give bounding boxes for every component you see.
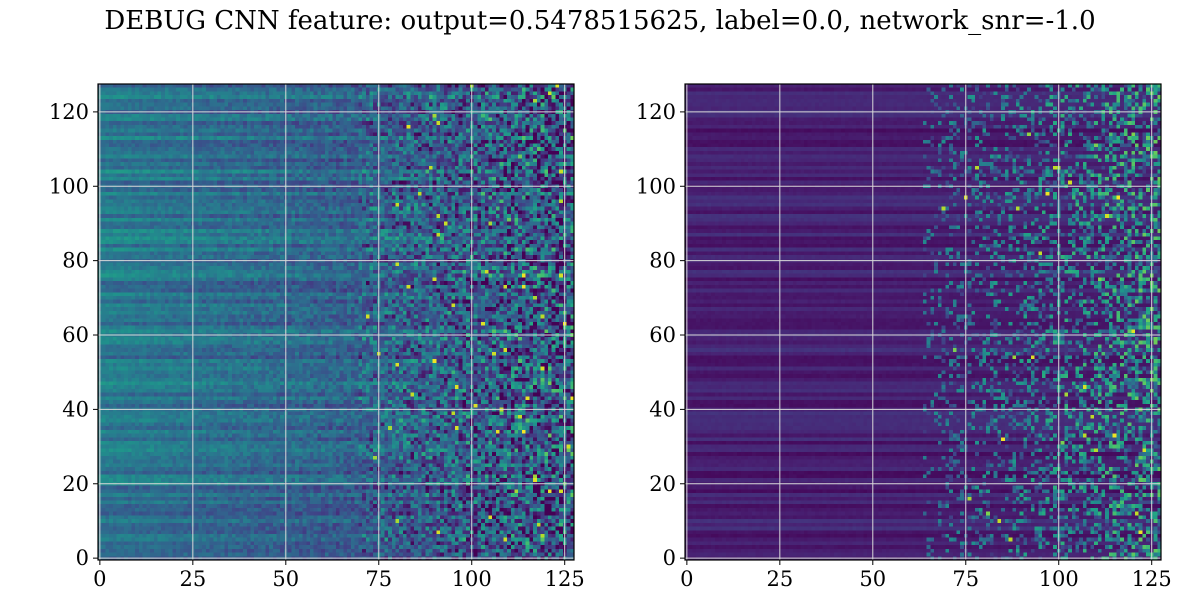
y-tick-label: 40 xyxy=(62,397,89,421)
x-tick-label: 25 xyxy=(179,567,206,591)
x-tick-label: 50 xyxy=(859,567,886,591)
y-tick-label: 100 xyxy=(636,174,676,198)
x-tick-label: 75 xyxy=(952,567,979,591)
x-tick-label: 125 xyxy=(545,567,585,591)
heatmap-cells xyxy=(98,84,575,561)
heatmap-cells xyxy=(685,84,1162,561)
y-tick-label: 0 xyxy=(663,546,676,570)
x-tick-label: 100 xyxy=(1039,567,1079,591)
y-tick-label: 0 xyxy=(76,546,89,570)
y-tick-label: 60 xyxy=(649,323,676,347)
x-tick-label: 0 xyxy=(93,567,106,591)
axes-frame xyxy=(97,83,575,561)
y-tick-label: 120 xyxy=(636,100,676,124)
axes-frame xyxy=(684,83,1162,561)
y-tick-label: 80 xyxy=(62,249,89,273)
y-tick-label: 60 xyxy=(62,323,89,347)
y-tick-label: 20 xyxy=(649,472,676,496)
y-tick-label: 40 xyxy=(649,397,676,421)
x-tick-label: 0 xyxy=(680,567,693,591)
x-tick-label: 125 xyxy=(1132,567,1172,591)
y-tick-label: 100 xyxy=(49,174,89,198)
figure-title: DEBUG CNN feature: output=0.5478515625, … xyxy=(0,6,1200,36)
y-tick-label: 80 xyxy=(649,249,676,273)
y-tick-label: 20 xyxy=(62,472,89,496)
y-tick-label: 120 xyxy=(49,100,89,124)
heatmap-left: 0 25 50 75 100 125 0 20 40 60 80 100 120 xyxy=(49,83,585,591)
heatmap-right: 0 25 50 75 100 125 0 20 40 60 80 100 120 xyxy=(636,83,1172,591)
x-tick-label: 50 xyxy=(272,567,299,591)
x-tick-label: 25 xyxy=(766,567,793,591)
x-tick-label: 100 xyxy=(452,567,492,591)
x-tick-label: 75 xyxy=(365,567,392,591)
